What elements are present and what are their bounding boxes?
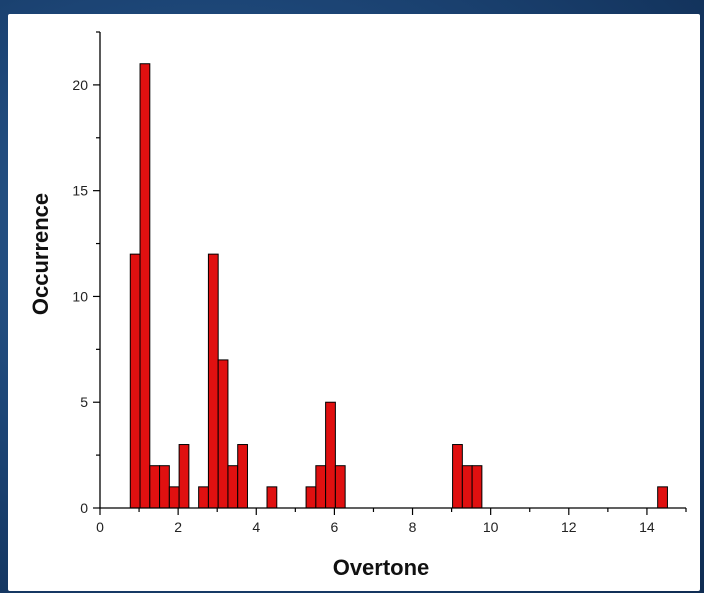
- ticks-group: 0 2 4 6 8 10 12 14 0 5 10 15 20: [72, 31, 687, 535]
- y-tick-label: 5: [80, 394, 88, 410]
- bar-5: [178, 444, 190, 509]
- bar-15: [334, 465, 346, 509]
- bar-17: [461, 465, 473, 509]
- x-tick-label: 10: [483, 519, 499, 535]
- bar-18: [471, 465, 483, 509]
- y-tick-label: 15: [72, 183, 88, 199]
- bar-7: [207, 253, 219, 509]
- bar-11: [266, 486, 278, 509]
- bars-group: [129, 63, 668, 509]
- x-tick-label: 8: [409, 519, 417, 535]
- x-tick-label: 12: [561, 519, 577, 535]
- y-axis-title: Occurrence: [28, 193, 53, 315]
- bar-4: [168, 486, 180, 509]
- bar-9: [227, 465, 239, 509]
- bar-16: [452, 444, 463, 509]
- y-tick-label: 10: [72, 288, 88, 304]
- bar-6: [198, 486, 209, 509]
- bar-0: [129, 253, 141, 509]
- bar-12: [305, 486, 317, 509]
- y-tick-label: 20: [72, 77, 88, 93]
- x-tick-label: 14: [639, 519, 655, 535]
- axes-group: [99, 32, 686, 509]
- histogram-chart: 0 2 4 6 8 10 12 14 0 5 10 15 20 Overtone Occurrence: [28, 31, 687, 580]
- chart-panel: 0 2 4 6 8 10 12 14 0 5 10 15 20 Overtone Occurrence: [8, 14, 700, 591]
- bar-13: [315, 465, 327, 509]
- bar-14: [325, 401, 336, 509]
- bar-1: [139, 63, 151, 509]
- x-tick-label: 0: [96, 519, 104, 535]
- bar-8: [217, 359, 229, 509]
- x-tick-label: 4: [252, 519, 260, 535]
- bar-2: [149, 465, 161, 509]
- x-axis-title: Overtone: [333, 555, 430, 580]
- bar-3: [159, 465, 170, 509]
- x-tick-label: 2: [174, 519, 182, 535]
- x-tick-label: 6: [331, 519, 339, 535]
- bar-10: [237, 444, 248, 509]
- bar-19: [657, 486, 668, 509]
- y-tick-label: 0: [80, 500, 88, 516]
